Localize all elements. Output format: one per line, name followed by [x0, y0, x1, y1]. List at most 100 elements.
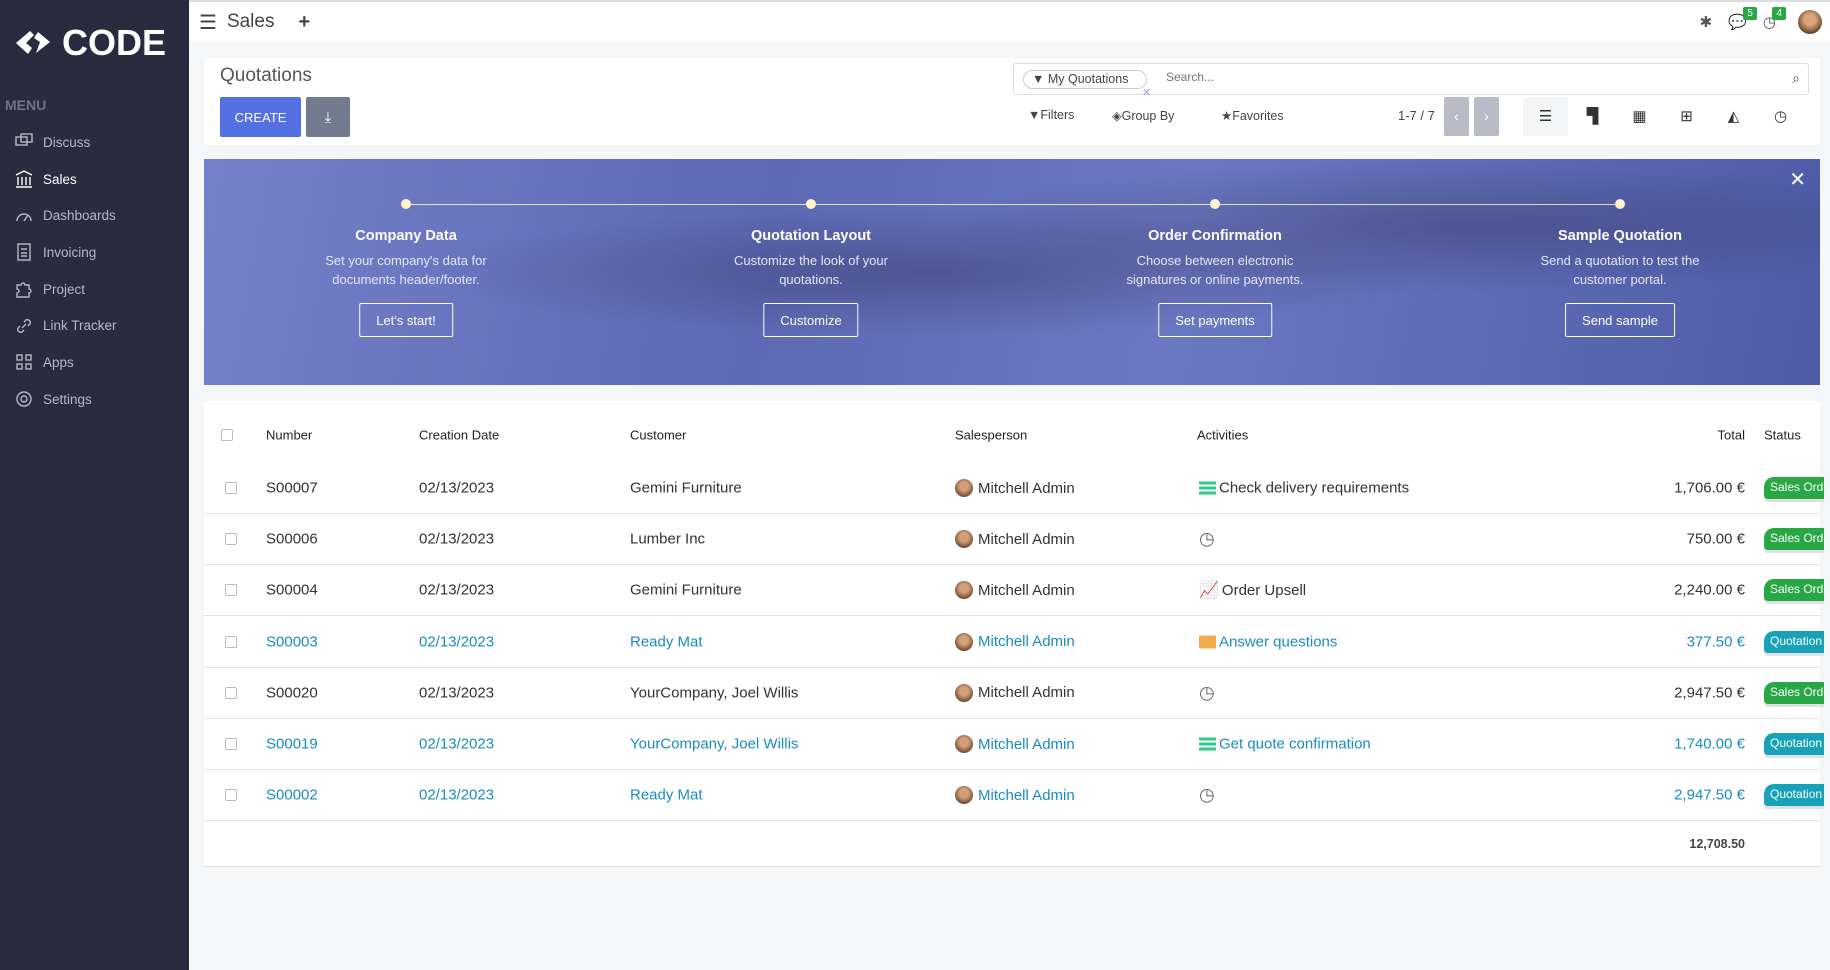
step-title: Quotation Layout: [750, 228, 871, 244]
table-row[interactable]: S00020 02/13/2023 YourCompany, Joel Will…: [204, 668, 1824, 719]
salesperson-name: Mitchell Admin: [978, 684, 1075, 702]
step-description: Set your company's data for documents he…: [325, 253, 487, 287]
pivot-view-icon[interactable]: ⊞: [1680, 108, 1693, 125]
row-checkbox[interactable]: [225, 686, 237, 699]
header-salesperson[interactable]: Salesperson: [955, 427, 1028, 442]
favorites-label: Favorites: [1232, 109, 1284, 123]
header-number[interactable]: Number: [266, 427, 313, 442]
sidebar-item-invoicing[interactable]: Invoicing: [0, 234, 189, 271]
header-date[interactable]: Creation Date: [419, 427, 500, 442]
table-footer: 12,708.50: [204, 820, 1820, 867]
sidebar-item-discuss[interactable]: Discuss: [0, 124, 189, 161]
brand-logo[interactable]: CODE: [14, 22, 166, 64]
total: 2,947.50 €: [1674, 786, 1745, 804]
table-row[interactable]: S00003 02/13/2023 Ready Mat Mitchell Adm…: [204, 617, 1824, 668]
creation-date: 02/13/2023: [419, 633, 495, 651]
remove-facet-icon[interactable]: ✕: [1142, 87, 1152, 99]
select-all-checkbox[interactable]: [221, 428, 233, 441]
table-row[interactable]: S00004 02/13/2023 Gemini Furniture Mitch…: [204, 565, 1824, 617]
step-dot: [1615, 199, 1625, 209]
clock-icon[interactable]: ◷: [1199, 784, 1215, 805]
activity[interactable]: 📈 Order Upsell: [1199, 580, 1306, 600]
row-checkbox[interactable]: [225, 789, 237, 802]
row-checkbox[interactable]: [225, 482, 237, 494]
table-row[interactable]: S00007 02/13/2023 Gemini Furniture Mitch…: [204, 463, 1824, 514]
filter-facet[interactable]: ▼ My Quotations ✕: [1023, 70, 1151, 99]
creation-date: 02/13/2023: [419, 735, 495, 753]
sidebar-item-dashboards[interactable]: Dashboards: [0, 197, 189, 234]
row-checkbox[interactable]: [225, 584, 237, 597]
creation-date: 02/13/2023: [419, 581, 495, 599]
creation-date: 02/13/2023: [419, 479, 495, 497]
menu-toggle-icon[interactable]: ☰: [199, 11, 217, 34]
header-status[interactable]: Status: [1764, 427, 1801, 442]
sidebar-item-label: Discuss: [43, 134, 91, 150]
app-title: Sales: [226, 11, 275, 32]
sidebar-item-apps[interactable]: Apps: [0, 344, 189, 381]
list-view-icon[interactable]: ☰: [1523, 97, 1568, 136]
user-avatar[interactable]: [1798, 10, 1822, 34]
total: 377.50 €: [1686, 633, 1745, 651]
sidebar-item-settings[interactable]: Settings: [0, 381, 189, 418]
step-button[interactable]: Send sample: [1565, 303, 1675, 337]
link-icon: [17, 318, 31, 333]
row-checkbox[interactable]: [225, 635, 237, 648]
puzzle-icon: [16, 282, 32, 298]
activity-view-icon[interactable]: ◷: [1773, 108, 1788, 125]
step-button[interactable]: Set payments: [1158, 303, 1272, 337]
table-header: Number Creation Date Customer Salesperso…: [204, 409, 1820, 460]
search-icon[interactable]: ⌕: [1792, 70, 1800, 86]
customer: Ready Mat: [630, 786, 703, 804]
step-button[interactable]: Let's start!: [359, 303, 453, 337]
sidebar-item-sales[interactable]: Sales: [0, 161, 189, 198]
calendar-view-icon[interactable]: ▦: [1632, 108, 1647, 125]
graph-view-icon[interactable]: ◭: [1727, 108, 1740, 125]
activity[interactable]: Check delivery requirements: [1199, 480, 1409, 497]
create-button[interactable]: CREATE: [220, 97, 301, 137]
order-number: S00007: [266, 479, 318, 497]
kanban-view-icon[interactable]: ▜: [1586, 108, 1599, 125]
download-button[interactable]: ⤓: [306, 97, 350, 137]
close-banner-icon[interactable]: ✕: [1789, 169, 1806, 191]
group-by-button[interactable]: ◈Group By: [1112, 108, 1174, 123]
creation-date: 02/13/2023: [419, 530, 495, 548]
table-row[interactable]: S00002 02/13/2023 Ready Mat Mitchell Adm…: [204, 770, 1824, 822]
activity[interactable]: Answer questions: [1199, 633, 1337, 650]
filters-button[interactable]: ▼Filters: [1028, 108, 1074, 122]
salesperson: Mitchell Admin: [955, 530, 1075, 549]
table-row[interactable]: S00019 02/13/2023 YourCompany, Joel Will…: [204, 719, 1824, 770]
header-total[interactable]: Total: [1717, 427, 1745, 442]
clock-icon[interactable]: ◷: [1199, 528, 1215, 549]
activities-button[interactable]: ◷ 4: [1763, 7, 1786, 31]
chat-icon: 💬: [1728, 14, 1747, 31]
activity-label: Check delivery requirements: [1219, 479, 1410, 497]
search-input[interactable]: [1166, 70, 1726, 84]
activity[interactable]: ◷: [1199, 682, 1218, 703]
grand-total: 12,708.50: [1689, 836, 1745, 851]
salesperson-name: Mitchell Admin: [978, 581, 1075, 599]
sidebar-item-label: Sales: [43, 171, 77, 187]
favorites-button[interactable]: ★Favorites: [1221, 108, 1284, 123]
debug-icon[interactable]: ✱: [1699, 14, 1713, 31]
activity[interactable]: Get quote confirmation: [1199, 736, 1371, 753]
activity[interactable]: ◷: [1199, 785, 1218, 806]
sidebar-item-label: Apps: [43, 354, 74, 370]
sidebar-item-link-tracker[interactable]: Link Tracker: [0, 307, 189, 344]
step-button[interactable]: Customize: [763, 303, 859, 337]
new-tab-button[interactable]: +: [298, 10, 311, 33]
clock-icon[interactable]: ◷: [1199, 682, 1215, 703]
list-icon: [1199, 481, 1216, 495]
row-checkbox[interactable]: [225, 533, 237, 546]
pager-previous-button[interactable]: ‹: [1444, 97, 1469, 136]
salesperson-avatar: [955, 530, 973, 549]
pager-next-button[interactable]: ›: [1474, 97, 1499, 136]
header-customer[interactable]: Customer: [630, 427, 687, 442]
header-activities[interactable]: Activities: [1197, 427, 1249, 442]
sidebar-item-project[interactable]: Project: [0, 271, 189, 308]
row-checkbox[interactable]: [225, 738, 237, 750]
messages-button[interactable]: 💬 5: [1728, 7, 1757, 31]
pager-value[interactable]: 1-7 / 7: [1398, 108, 1435, 123]
order-number: S00002: [266, 786, 318, 804]
table-row[interactable]: S00006 02/13/2023 Lumber Inc Mitchell Ad…: [204, 514, 1824, 566]
activity[interactable]: ◷: [1199, 529, 1218, 550]
